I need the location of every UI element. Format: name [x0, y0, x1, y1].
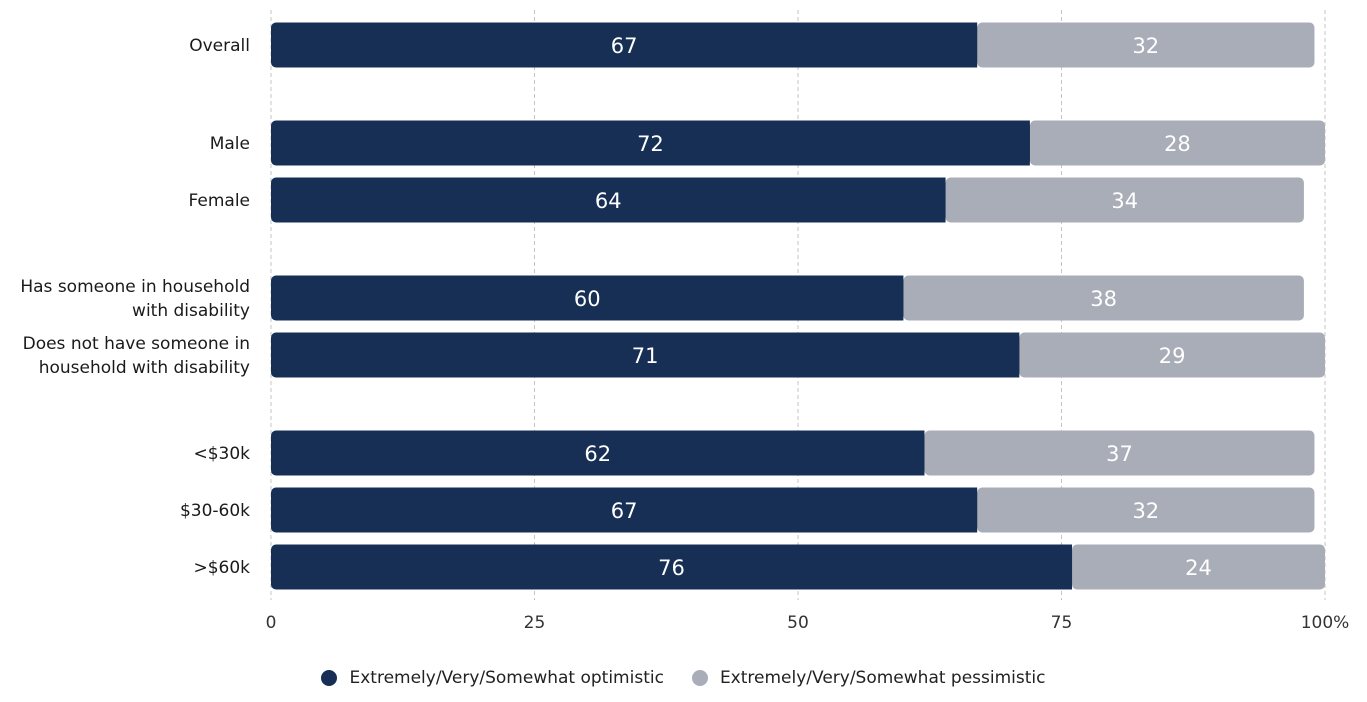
- category-label-line: with disability: [132, 301, 250, 321]
- bar-optimistic-joint: [939, 177, 946, 223]
- category-label: Female: [189, 191, 250, 211]
- data-label-optimistic: 62: [584, 442, 611, 466]
- data-label-pessimistic: 37: [1106, 442, 1133, 466]
- data-label-optimistic: 72: [637, 132, 664, 156]
- bar-pessimistic: [977, 22, 1315, 68]
- category-label: Overall: [189, 36, 250, 56]
- legend-item-pessimistic: Extremely/Very/Somewhat pessimistic: [691, 668, 1046, 688]
- category-label-line: household with disability: [39, 358, 250, 378]
- bar-optimistic: [271, 332, 1020, 378]
- category-label-line: Has someone in household: [20, 277, 250, 297]
- x-tick-label: 50: [787, 613, 809, 633]
- category-label: Male: [210, 134, 250, 154]
- category-label: <$30k: [193, 444, 250, 464]
- data-label-pessimistic: 32: [1132, 34, 1159, 58]
- legend-marker-pessimistic: [691, 670, 708, 686]
- data-label-optimistic: 67: [611, 499, 638, 523]
- legend-label-pessimistic: Extremely/Very/Somewhat pessimistic: [719, 668, 1046, 688]
- bar-pessimistic: [1019, 332, 1325, 378]
- category-labels: Overall Male Female Has someone in househol…: [20, 36, 250, 578]
- x-tick-label: 75: [1051, 613, 1073, 633]
- bar-optimistic: [271, 22, 978, 68]
- category-label: >$60k: [193, 558, 250, 578]
- legend-item-optimistic: Extremely/Very/Somewhat optimistic: [321, 668, 664, 688]
- data-label-pessimistic: 38: [1090, 287, 1117, 311]
- data-label-optimistic: 67: [611, 34, 638, 58]
- x-axis-ticks: 0 25 50 75 100%: [266, 613, 1350, 633]
- bar-optimistic-joint: [971, 487, 978, 533]
- category-label: Does not have someone in household with d…: [23, 334, 250, 378]
- bar-optimistic: [271, 120, 1030, 166]
- category-label: Has someone in household with disability: [20, 277, 250, 321]
- x-tick-label: 100%: [1301, 613, 1350, 633]
- category-label-line: Does not have someone in: [23, 334, 250, 354]
- legend-label-optimistic: Extremely/Very/Somewhat optimistic: [349, 668, 664, 688]
- data-label-pessimistic: 24: [1185, 556, 1212, 580]
- data-label-pessimistic: 29: [1159, 344, 1186, 368]
- data-label-optimistic: 64: [595, 189, 622, 213]
- bar-optimistic: [271, 487, 978, 533]
- legend: Extremely/Very/Somewhat optimistic Extre…: [0, 668, 1367, 688]
- x-tick-label: 0: [266, 613, 277, 633]
- data-label-optimistic: 60: [574, 287, 601, 311]
- bar-optimistic: [271, 177, 946, 223]
- data-label-pessimistic: 28: [1164, 132, 1191, 156]
- bar-optimistic: [271, 544, 1073, 590]
- data-label-pessimistic: 32: [1132, 499, 1159, 523]
- bar-optimistic: [271, 275, 904, 321]
- bar-optimistic-joint: [1023, 120, 1030, 166]
- bar-optimistic-joint: [1013, 332, 1020, 378]
- category-label: $30-60k: [180, 501, 250, 521]
- bar-optimistic-joint: [897, 275, 904, 321]
- bar-pessimistic: [1029, 120, 1325, 166]
- bar-optimistic-joint: [918, 430, 925, 476]
- bar-optimistic-joint: [971, 22, 978, 68]
- bar-pessimistic: [945, 177, 1304, 223]
- bar-optimistic-joint: [1066, 544, 1073, 590]
- bar-pessimistic: [977, 487, 1315, 533]
- bar-optimistic: [271, 430, 925, 476]
- bar-pessimistic: [1072, 544, 1325, 590]
- data-label-pessimistic: 34: [1111, 189, 1138, 213]
- legend-marker-optimistic: [321, 670, 338, 686]
- bar-pessimistic: [924, 430, 1315, 476]
- data-label-optimistic: 71: [632, 344, 659, 368]
- x-tick-label: 25: [524, 613, 546, 633]
- bar-pessimistic: [903, 275, 1304, 321]
- bars-group: 67 32 72 28 64 34 60 38 71 29 62 37 67 32 76 24: [271, 22, 1325, 590]
- data-label-optimistic: 76: [658, 556, 685, 580]
